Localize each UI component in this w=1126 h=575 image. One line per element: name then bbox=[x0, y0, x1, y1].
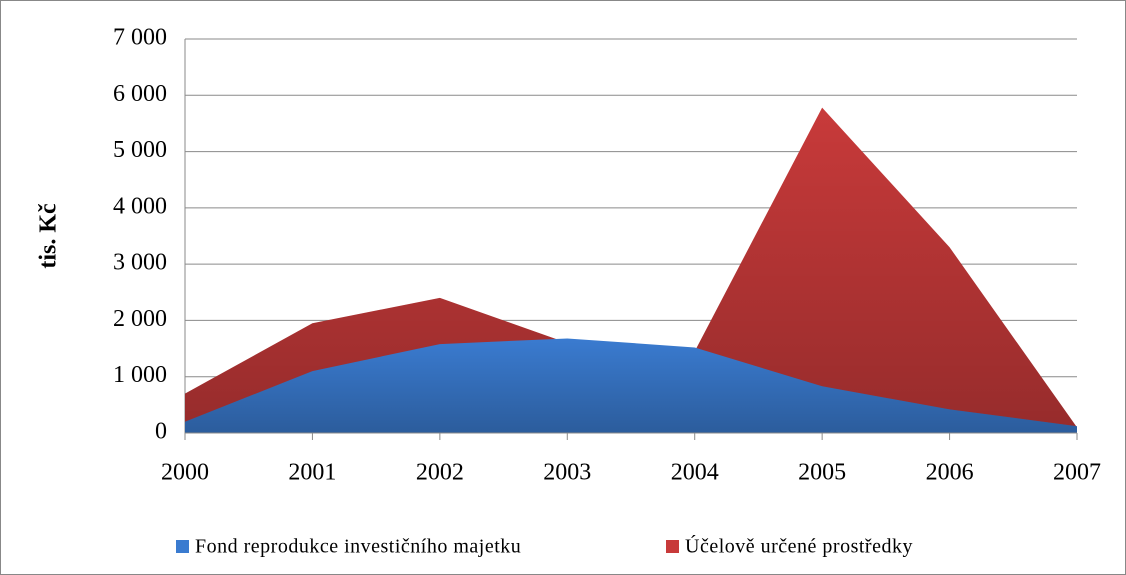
legend-swatch bbox=[176, 540, 189, 553]
x-tick-label: 2006 bbox=[926, 460, 974, 486]
x-tick-label: 2004 bbox=[671, 460, 719, 486]
legend-swatch bbox=[666, 540, 679, 553]
x-tick-label: 2001 bbox=[288, 460, 336, 486]
x-tick-label: 2002 bbox=[416, 460, 464, 486]
legend-label: Účelově určené prostředky bbox=[685, 534, 913, 558]
y-tick-label: 2 000 bbox=[113, 306, 167, 332]
x-tick-label: 2007 bbox=[1053, 460, 1101, 486]
y-tick-label: 7 000 bbox=[113, 25, 167, 51]
area-shade bbox=[185, 338, 1077, 433]
y-tick-label: 6 000 bbox=[113, 81, 167, 107]
legend-label: Fond reprodukce investičního majetku bbox=[195, 536, 521, 558]
y-tick-label: 4 000 bbox=[113, 193, 167, 219]
x-tick-label: 2000 bbox=[161, 460, 209, 486]
x-tick-label: 2003 bbox=[543, 460, 591, 486]
y-tick-label: 3 000 bbox=[113, 250, 167, 276]
x-tick-label: 2005 bbox=[798, 460, 846, 486]
y-tick-label: 1 000 bbox=[113, 362, 167, 388]
y-tick-label: 0 bbox=[155, 419, 167, 445]
y-tick-label: 5 000 bbox=[113, 137, 167, 163]
y-axis-title: tis. Kč bbox=[36, 203, 62, 269]
